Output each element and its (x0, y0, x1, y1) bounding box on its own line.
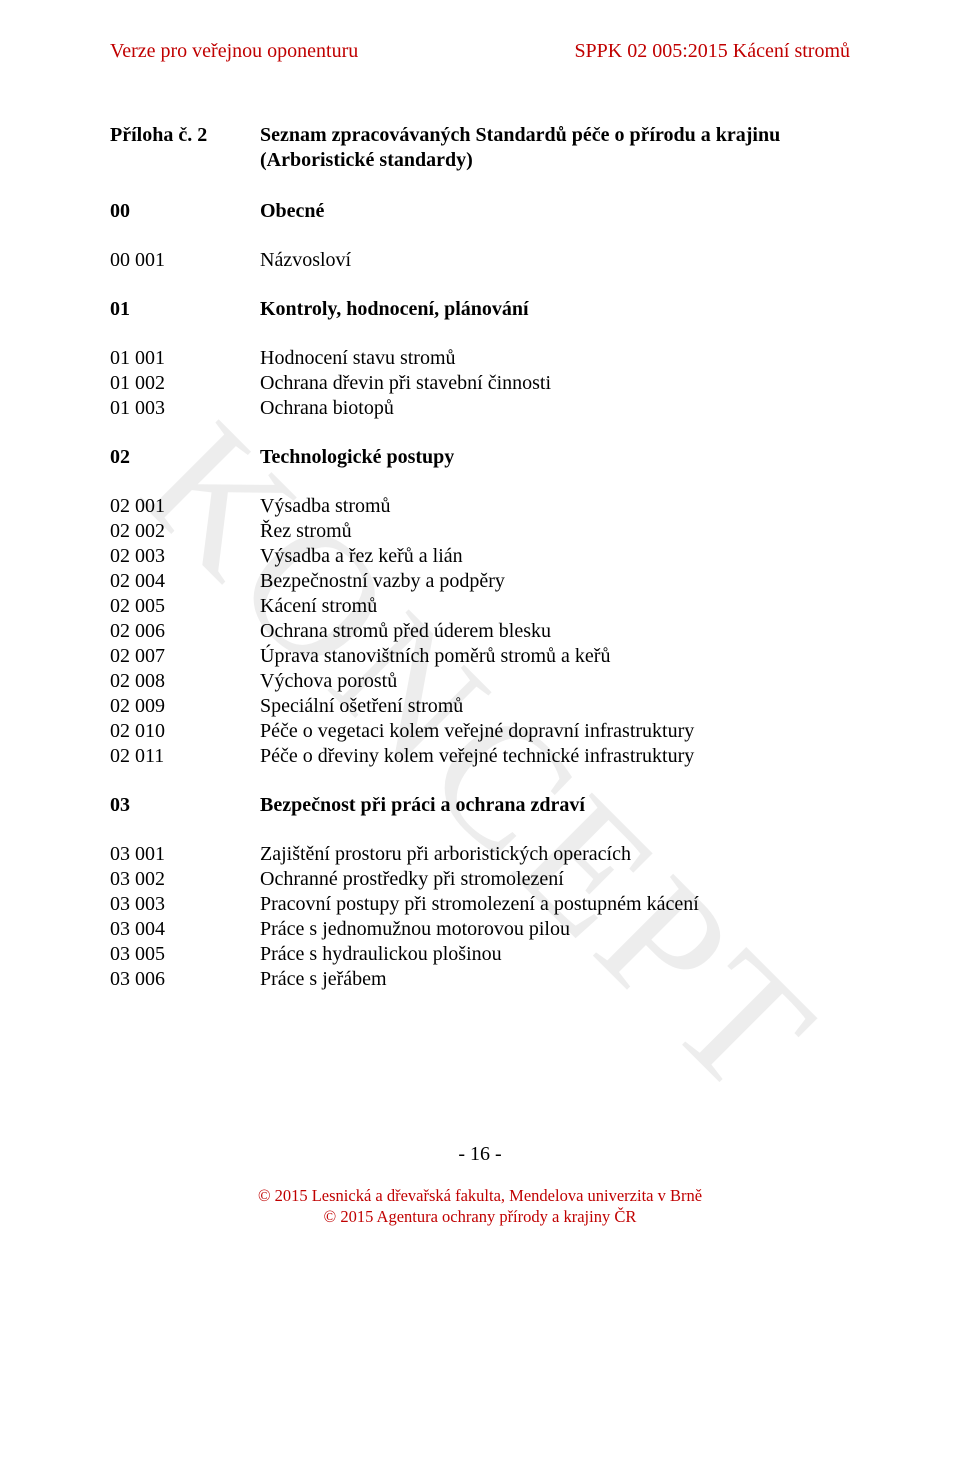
item-code: 03 005 (110, 942, 260, 967)
list-item: 02 010 Péče o vegetaci kolem veřejné dop… (110, 719, 850, 744)
item-text: Ochrana dřevin při stavební činnosti (260, 371, 850, 396)
item-text: Kácení stromů (260, 594, 850, 619)
list-item: 03 005 Práce s hydraulickou plošinou (110, 942, 850, 967)
item-text: Ochrana stromů před úderem blesku (260, 619, 850, 644)
header-left: Verze pro veřejnou oponenturu (110, 40, 358, 63)
item-text: Speciální ošetření stromů (260, 694, 850, 719)
item-code: 02 005 (110, 594, 260, 619)
page-number: - 16 - (110, 1142, 850, 1167)
section-title: Technologické postupy (260, 445, 850, 470)
item-text: Práce s hydraulickou plošinou (260, 942, 850, 967)
list-item: 01 001 Hodnocení stavu stromů (110, 346, 850, 371)
item-text: Bezpečnostní vazby a podpěry (260, 569, 850, 594)
item-text: Práce s jeřábem (260, 967, 850, 992)
item-text: Péče o vegetaci kolem veřejné dopravní i… (260, 719, 850, 744)
item-code: 03 003 (110, 892, 260, 917)
appendix-title: Seznam zpracovávaných Standardů péče o p… (260, 123, 850, 173)
item-text: Práce s jednomužnou motorovou pilou (260, 917, 850, 942)
item-text: Řez stromů (260, 519, 850, 544)
item-code: 02 004 (110, 569, 260, 594)
item-code: 02 007 (110, 644, 260, 669)
list-item: 02 008 Výchova porostů (110, 669, 850, 694)
list-item: 02 007 Úprava stanovištních poměrů strom… (110, 644, 850, 669)
item-text: Ochrana biotopů (260, 396, 850, 421)
item-code: 01 001 (110, 346, 260, 371)
list-item: 02 006 Ochrana stromů před úderem blesku (110, 619, 850, 644)
list-item: 03 006 Práce s jeřábem (110, 967, 850, 992)
item-code: 03 006 (110, 967, 260, 992)
item-code: 02 008 (110, 669, 260, 694)
item-code: 01 003 (110, 396, 260, 421)
footer-line-1: © 2015 Lesnická a dřevařská fakulta, Men… (110, 1185, 850, 1206)
section-code: 02 (110, 445, 260, 470)
appendix-code: Příloha č. 2 (110, 123, 260, 173)
item-code: 02 011 (110, 744, 260, 769)
item-text: Názvosloví (260, 248, 850, 273)
list-item: 02 005 Kácení stromů (110, 594, 850, 619)
item-code: 02 006 (110, 619, 260, 644)
list-item: 02 003 Výsadba a řez keřů a lián (110, 544, 850, 569)
item-code: 01 002 (110, 371, 260, 396)
item-code: 03 004 (110, 917, 260, 942)
item-text: Výsadba stromů (260, 494, 850, 519)
item-code: 02 009 (110, 694, 260, 719)
section-title: Kontroly, hodnocení, plánování (260, 297, 850, 322)
item-code: 03 001 (110, 842, 260, 867)
list-item: 03 001 Zajištění prostoru při arboristic… (110, 842, 850, 867)
list-item: 01 002 Ochrana dřevin při stavební činno… (110, 371, 850, 396)
item-text: Výchova porostů (260, 669, 850, 694)
section-code: 01 (110, 297, 260, 322)
item-code: 02 001 (110, 494, 260, 519)
item-code: 03 002 (110, 867, 260, 892)
section-code: 03 (110, 793, 260, 818)
section-title: Bezpečnost při práci a ochrana zdraví (260, 793, 850, 818)
list-item: 01 003 Ochrana biotopů (110, 396, 850, 421)
footer-line-2: © 2015 Agentura ochrany přírody a krajin… (110, 1206, 850, 1227)
item-text: Ochranné prostředky při stromolezení (260, 867, 850, 892)
item-text: Výsadba a řez keřů a lián (260, 544, 850, 569)
list-item: 03 003 Pracovní postupy při stromolezení… (110, 892, 850, 917)
item-text: Péče o dřeviny kolem veřejné technické i… (260, 744, 850, 769)
item-text: Úprava stanovištních poměrů stromů a keř… (260, 644, 850, 669)
section-title: Obecné (260, 199, 850, 224)
list-item: 02 002 Řez stromů (110, 519, 850, 544)
list-item: 02 011 Péče o dřeviny kolem veřejné tech… (110, 744, 850, 769)
list-item: 02 009 Speciální ošetření stromů (110, 694, 850, 719)
item-code: 02 002 (110, 519, 260, 544)
list-item: 02 004 Bezpečnostní vazby a podpěry (110, 569, 850, 594)
item-text: Pracovní postupy při stromolezení a post… (260, 892, 850, 917)
list-item: 03 002 Ochranné prostředky při stromolez… (110, 867, 850, 892)
item-text: Zajištění prostoru při arboristických op… (260, 842, 850, 867)
item-code: 02 010 (110, 719, 260, 744)
item-code: 02 003 (110, 544, 260, 569)
list-item: 02 001 Výsadba stromů (110, 494, 850, 519)
item-code: 00 001 (110, 248, 260, 273)
list-item: 00 001 Názvosloví (110, 248, 850, 273)
section-code: 00 (110, 199, 260, 224)
list-item: 03 004 Práce s jednomužnou motorovou pil… (110, 917, 850, 942)
header-right: SPPK 02 005:2015 Kácení stromů (574, 40, 850, 63)
item-text: Hodnocení stavu stromů (260, 346, 850, 371)
